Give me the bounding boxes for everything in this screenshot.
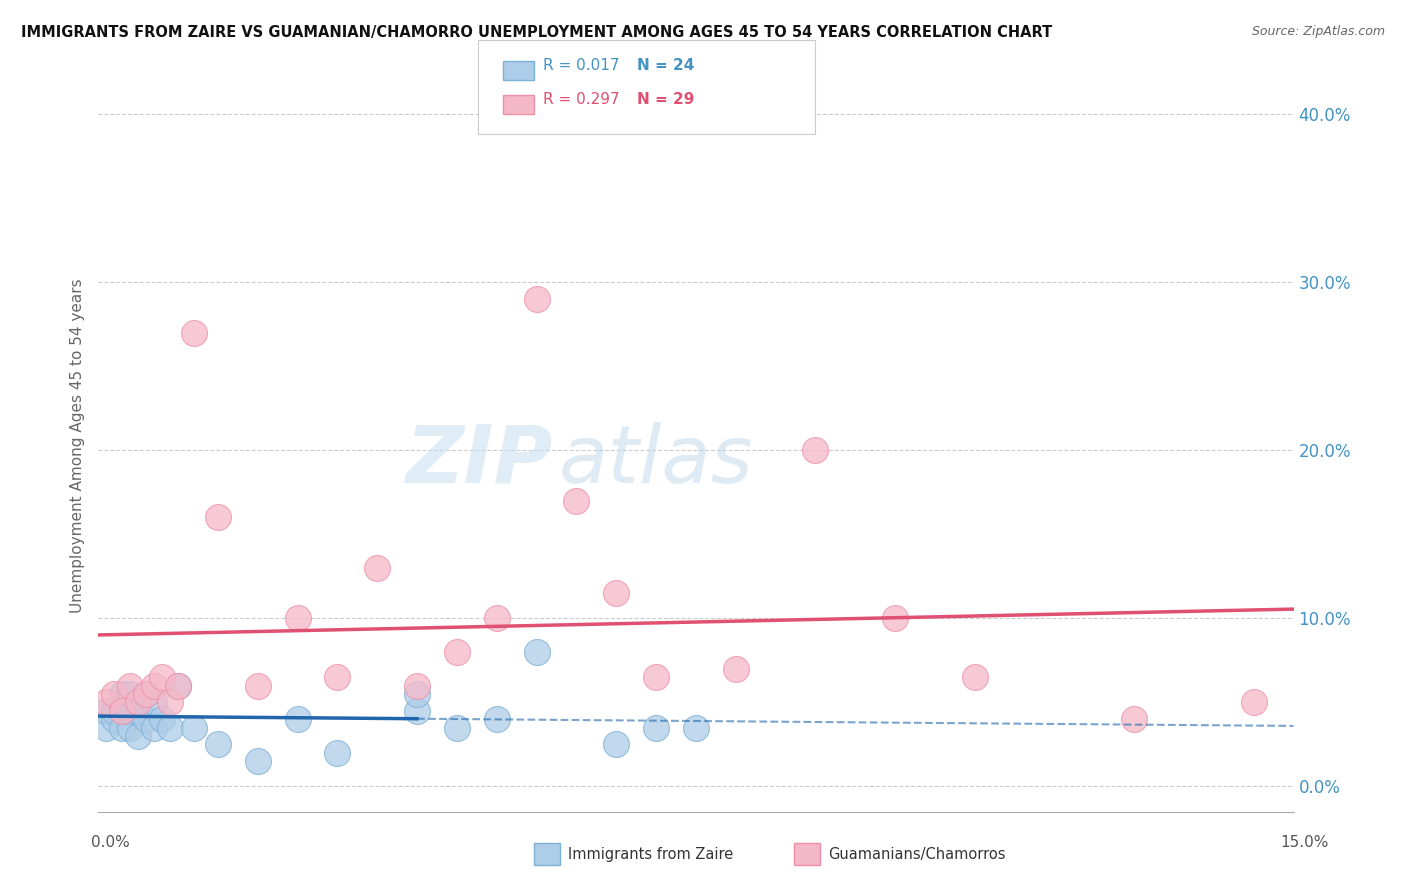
Point	[167, 679, 190, 693]
Point	[96, 721, 118, 735]
Text: ZIP: ZIP	[405, 422, 553, 500]
Text: 0.0%: 0.0%	[91, 836, 131, 850]
Point	[207, 510, 229, 524]
Point	[287, 611, 309, 625]
Point	[143, 679, 166, 693]
Text: atlas: atlas	[558, 422, 754, 500]
Point	[963, 670, 986, 684]
Point	[120, 687, 142, 701]
Point	[526, 645, 548, 659]
Point	[143, 721, 166, 735]
Point	[159, 695, 181, 709]
Point	[446, 721, 468, 735]
Text: 15.0%: 15.0%	[1281, 836, 1329, 850]
Text: Immigrants from Zaire: Immigrants from Zaire	[568, 847, 734, 862]
Point	[103, 687, 125, 701]
Point	[120, 704, 142, 718]
Point	[685, 721, 707, 735]
Point	[143, 695, 166, 709]
Point	[565, 493, 588, 508]
Point	[287, 712, 309, 726]
Point	[406, 704, 429, 718]
Text: Source: ZipAtlas.com: Source: ZipAtlas.com	[1251, 25, 1385, 38]
Point	[111, 695, 134, 709]
Point	[605, 586, 627, 600]
Point	[183, 721, 205, 735]
Point	[127, 704, 149, 718]
Text: R = 0.017: R = 0.017	[543, 58, 619, 72]
Point	[1243, 695, 1265, 709]
Y-axis label: Unemployment Among Ages 45 to 54 years: Unemployment Among Ages 45 to 54 years	[69, 278, 84, 614]
Point	[135, 687, 157, 701]
Text: N = 29: N = 29	[637, 92, 695, 106]
Point	[366, 561, 388, 575]
Point	[103, 704, 125, 718]
Point	[135, 712, 157, 726]
Point	[159, 721, 181, 735]
Point	[605, 738, 627, 752]
Point	[406, 679, 429, 693]
Point	[446, 645, 468, 659]
Point	[183, 326, 205, 340]
Text: R = 0.297: R = 0.297	[543, 92, 619, 106]
Text: IMMIGRANTS FROM ZAIRE VS GUAMANIAN/CHAMORRO UNEMPLOYMENT AMONG AGES 45 TO 54 YEA: IMMIGRANTS FROM ZAIRE VS GUAMANIAN/CHAMO…	[21, 25, 1052, 40]
Point	[150, 712, 173, 726]
Point	[120, 679, 142, 693]
Point	[120, 721, 142, 735]
Point	[127, 729, 149, 743]
Point	[526, 292, 548, 306]
Text: Guamanians/Chamorros: Guamanians/Chamorros	[828, 847, 1005, 862]
Point	[804, 443, 827, 458]
Point	[103, 712, 125, 726]
Point	[111, 704, 134, 718]
Point	[645, 670, 668, 684]
Point	[150, 670, 173, 684]
Point	[884, 611, 907, 625]
Point	[207, 738, 229, 752]
Point	[111, 687, 134, 701]
Point	[246, 754, 269, 768]
Point	[167, 679, 190, 693]
Point	[326, 670, 349, 684]
Point	[96, 695, 118, 709]
Text: N = 24: N = 24	[637, 58, 695, 72]
Point	[645, 721, 668, 735]
Point	[485, 712, 508, 726]
Point	[111, 721, 134, 735]
Point	[724, 662, 747, 676]
Point	[406, 687, 429, 701]
Point	[96, 704, 118, 718]
Point	[246, 679, 269, 693]
Point	[127, 695, 149, 709]
Point	[135, 687, 157, 701]
Point	[485, 611, 508, 625]
Point	[326, 746, 349, 760]
Point	[1123, 712, 1146, 726]
